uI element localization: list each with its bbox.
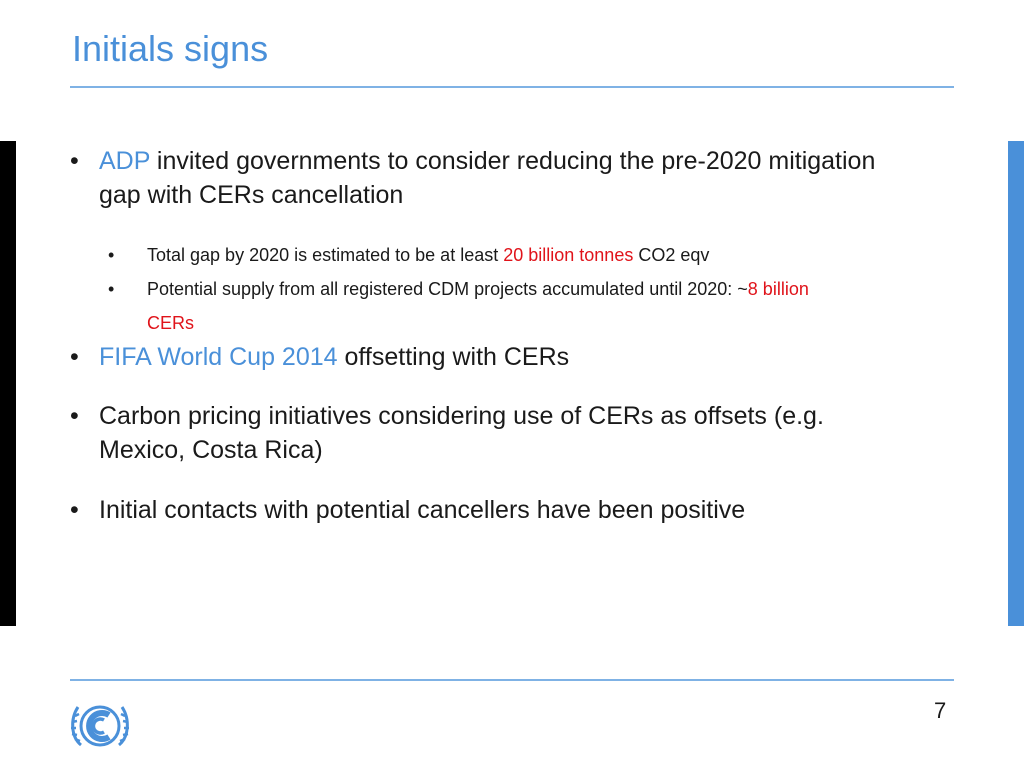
bullet-text: Carbon pricing initiatives considering u… — [99, 402, 824, 464]
bullet-lead: ADP — [99, 147, 150, 175]
bullet-text: FIFA World Cup 2014 offsetting with CERs — [99, 340, 890, 374]
highlight-text: 20 billion tonnes — [503, 245, 634, 265]
bullet-text: Initial contacts with potential cancelle… — [99, 496, 746, 524]
bullet-text: ADP invited governments to consider redu… — [99, 144, 890, 212]
bullet-initial-contacts: • Initial contacts with potential cancel… — [70, 493, 890, 527]
unfccc-logo-icon — [71, 705, 129, 747]
right-accent-bar — [1008, 141, 1024, 626]
bullet-rest: invited governments to consider reducing… — [99, 147, 876, 209]
bullet-carbon-pricing: • Carbon pricing initiatives considering… — [70, 399, 890, 467]
sub-bullet-text: Potential supply from all registered CDM… — [147, 279, 809, 333]
sub-bullet-potential-supply: • Potential supply from all registered C… — [108, 272, 848, 340]
sub-bullet-marker: • — [108, 279, 115, 299]
bullet-marker: • — [70, 496, 79, 524]
slide-title: Initials signs — [72, 28, 269, 69]
highlight-text: 8 billion CERs — [147, 279, 809, 333]
footer-divider — [70, 679, 954, 681]
bullet-rest: offsetting with CERs — [337, 343, 570, 371]
bullet-adp: • ADP invited governments to consider re… — [70, 144, 890, 212]
sub-bullet-total-gap: • Total gap by 2020 is estimated to be a… — [108, 238, 888, 272]
bullet-marker: • — [70, 402, 79, 430]
left-accent-bar — [0, 141, 16, 626]
sub-bullet-marker: • — [108, 245, 115, 265]
bullet-fifa: • FIFA World Cup 2014 offsetting with CE… — [70, 340, 890, 374]
title-divider — [70, 86, 954, 88]
bullet-marker: • — [70, 147, 79, 175]
bullet-marker: • — [70, 343, 79, 371]
sub-bullet-text: Total gap by 2020 is estimated to be at … — [147, 245, 710, 265]
page-number: 7 — [934, 698, 947, 723]
bullet-lead: FIFA World Cup 2014 — [99, 343, 338, 371]
